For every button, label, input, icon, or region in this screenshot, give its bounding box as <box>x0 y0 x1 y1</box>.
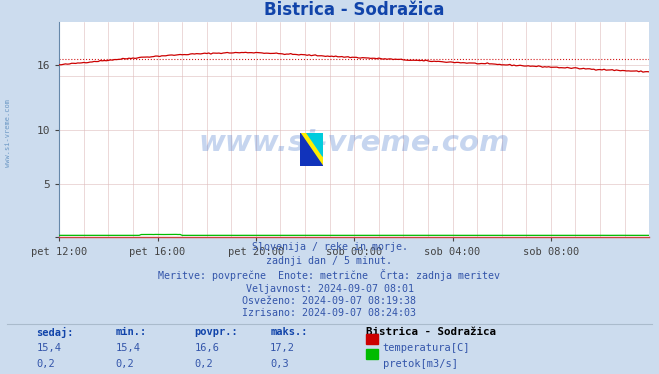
Text: Bistrica - Sodražica: Bistrica - Sodražica <box>366 327 496 337</box>
Text: sedaj:: sedaj: <box>36 327 74 338</box>
Text: 0,2: 0,2 <box>115 359 134 369</box>
Text: maks.:: maks.: <box>270 327 308 337</box>
Title: Bistrica - Sodražica: Bistrica - Sodražica <box>264 1 444 19</box>
Polygon shape <box>307 133 323 156</box>
Text: 0,3: 0,3 <box>270 359 289 369</box>
Text: 0,2: 0,2 <box>194 359 213 369</box>
Text: 16,6: 16,6 <box>194 343 219 353</box>
Polygon shape <box>300 133 323 166</box>
Text: min.:: min.: <box>115 327 146 337</box>
Text: povpr.:: povpr.: <box>194 327 238 337</box>
Text: 17,2: 17,2 <box>270 343 295 353</box>
Text: 0,2: 0,2 <box>36 359 55 369</box>
Text: Veljavnost: 2024-09-07 08:01: Veljavnost: 2024-09-07 08:01 <box>246 284 413 294</box>
Text: Osveženo: 2024-09-07 08:19:38: Osveženo: 2024-09-07 08:19:38 <box>243 296 416 306</box>
Text: www.si-vreme.com: www.si-vreme.com <box>198 129 510 157</box>
Text: pretok[m3/s]: pretok[m3/s] <box>383 359 458 369</box>
Text: zadnji dan / 5 minut.: zadnji dan / 5 minut. <box>266 256 393 266</box>
Text: Slovenija / reke in morje.: Slovenija / reke in morje. <box>252 242 407 252</box>
Polygon shape <box>300 133 323 166</box>
Text: Izrisano: 2024-09-07 08:24:03: Izrisano: 2024-09-07 08:24:03 <box>243 308 416 318</box>
Text: Meritve: povprečne  Enote: metrične  Črta: zadnja meritev: Meritve: povprečne Enote: metrične Črta:… <box>159 269 500 281</box>
Text: temperatura[C]: temperatura[C] <box>383 343 471 353</box>
Text: 15,4: 15,4 <box>36 343 61 353</box>
Text: www.si-vreme.com: www.si-vreme.com <box>5 99 11 167</box>
Text: 15,4: 15,4 <box>115 343 140 353</box>
